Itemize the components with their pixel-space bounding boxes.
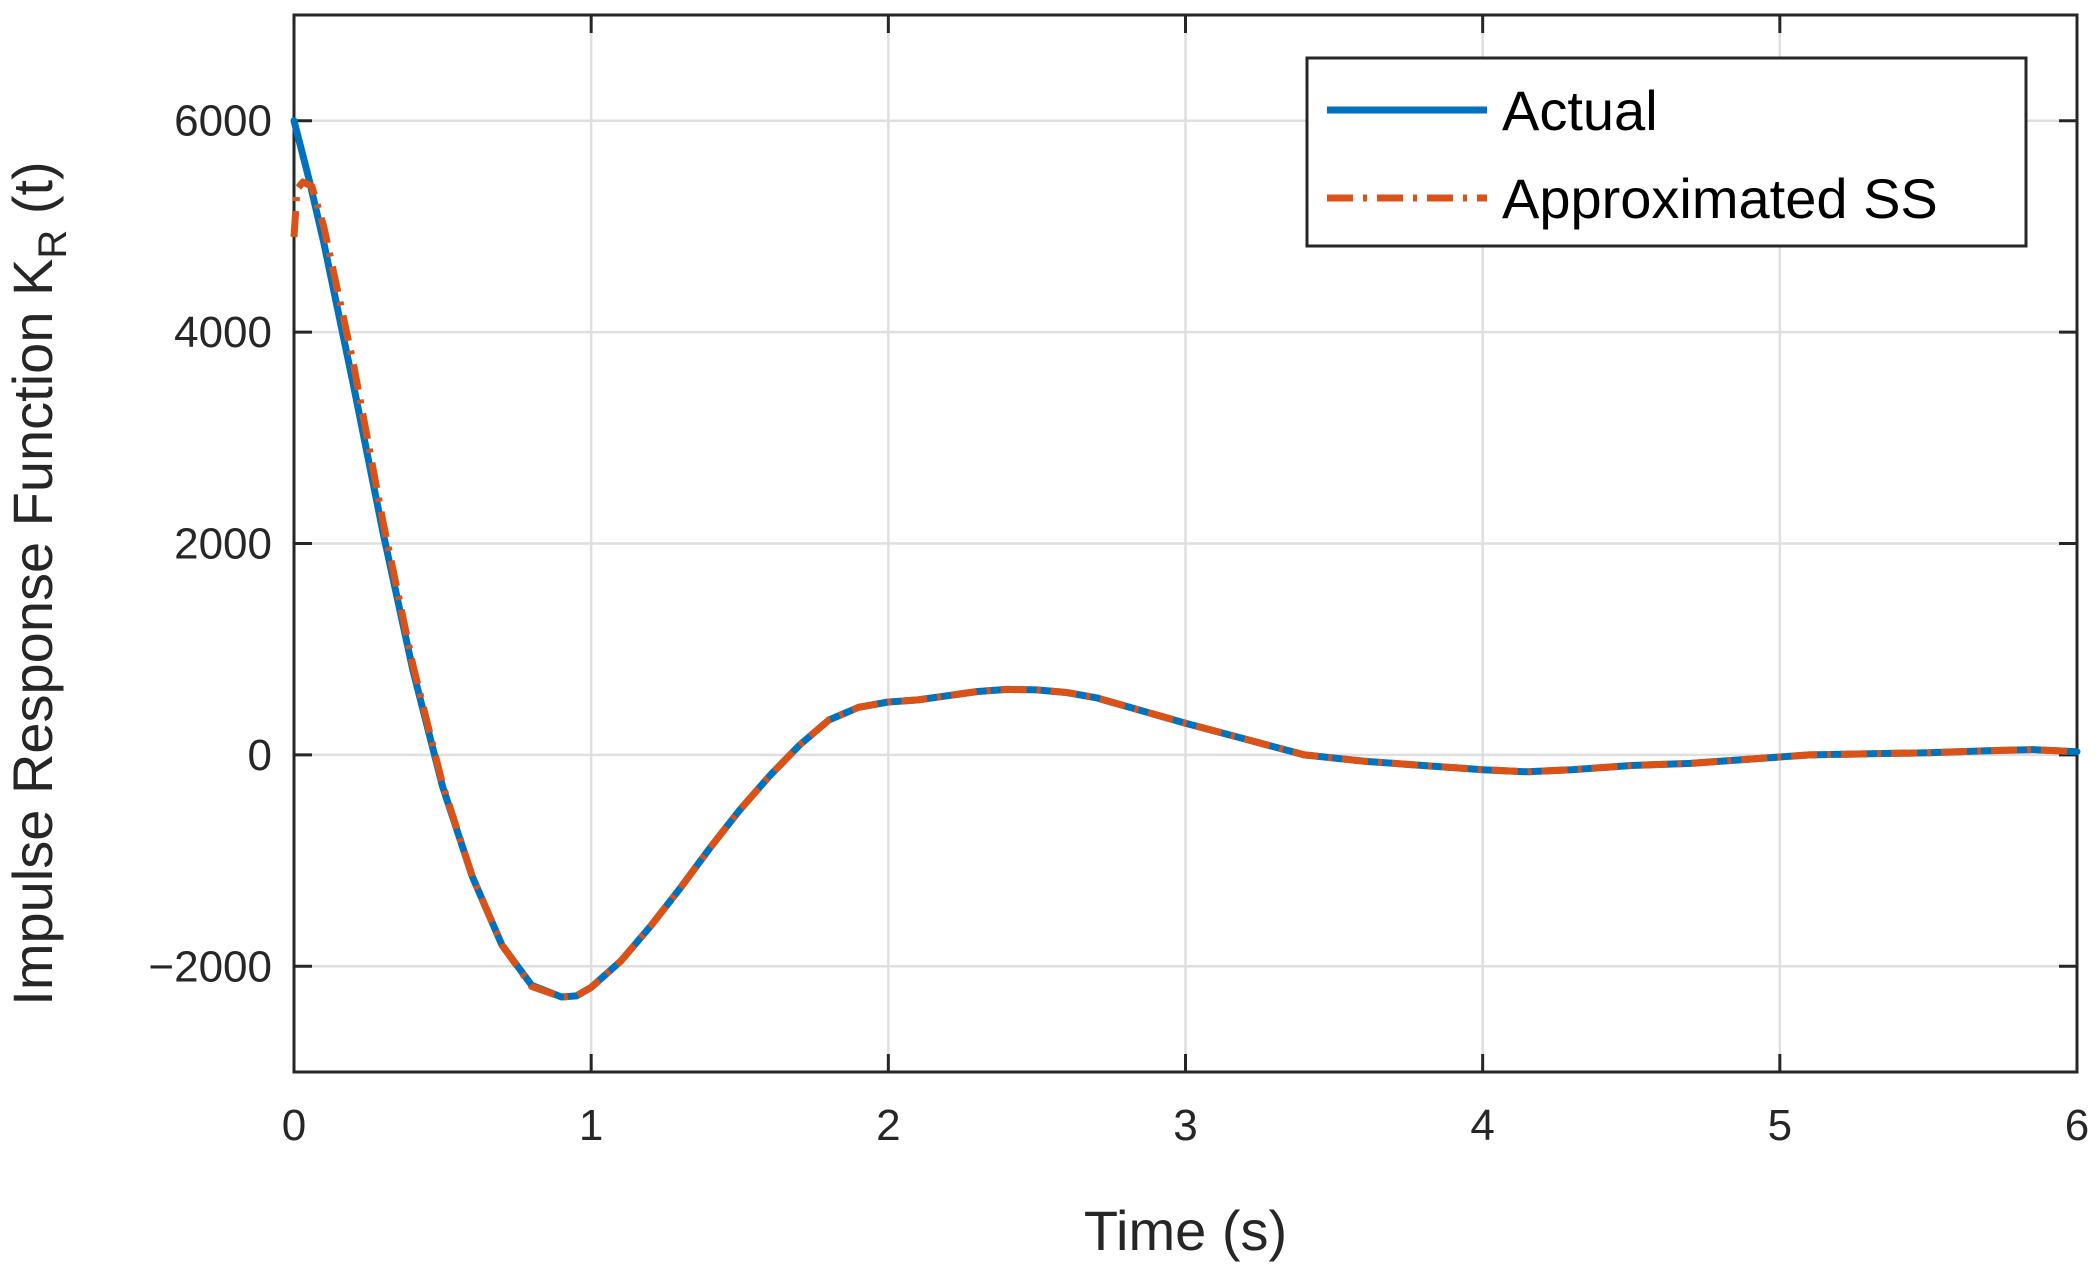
series-lines	[290, 117, 2081, 1001]
y-axis-label-main: Impulse Response Function K	[1, 259, 64, 1006]
y-tick-label: 0	[248, 731, 272, 780]
x-tick-label: 3	[1173, 1101, 1197, 1150]
x-tick-label: 4	[1470, 1101, 1494, 1150]
y-tick-label: 4000	[174, 308, 272, 357]
x-tick-label: 0	[282, 1101, 306, 1150]
x-tick-label: 5	[1768, 1101, 1792, 1150]
x-tick-label: 1	[579, 1101, 603, 1150]
y-tick-label: 2000	[174, 520, 272, 569]
tick-labels: 0 1 2 3 4 5 6 −2000 0 2000 4000 6000	[148, 97, 2089, 1150]
x-tick-label: 6	[2065, 1101, 2089, 1150]
x-axis-label: Time (s)	[1084, 1199, 1287, 1262]
y-tick-label: −2000	[148, 942, 272, 991]
series-line-approximated-ss	[290, 178, 2078, 1001]
y-axis-label: Impulse Response Function KR (t)	[1, 161, 75, 1005]
legend-box	[1305, 56, 2028, 248]
y-tick-label: 6000	[174, 97, 272, 146]
legend-label: Actual	[1502, 79, 1658, 142]
x-tick-label: 2	[876, 1101, 900, 1150]
y-axis-label-subscript: R	[31, 230, 75, 259]
legend-label: Approximated SS	[1502, 167, 1938, 230]
legend: Actual Approximated SS	[1305, 56, 2028, 248]
y-axis-label-suffix: (t)	[1, 161, 64, 229]
